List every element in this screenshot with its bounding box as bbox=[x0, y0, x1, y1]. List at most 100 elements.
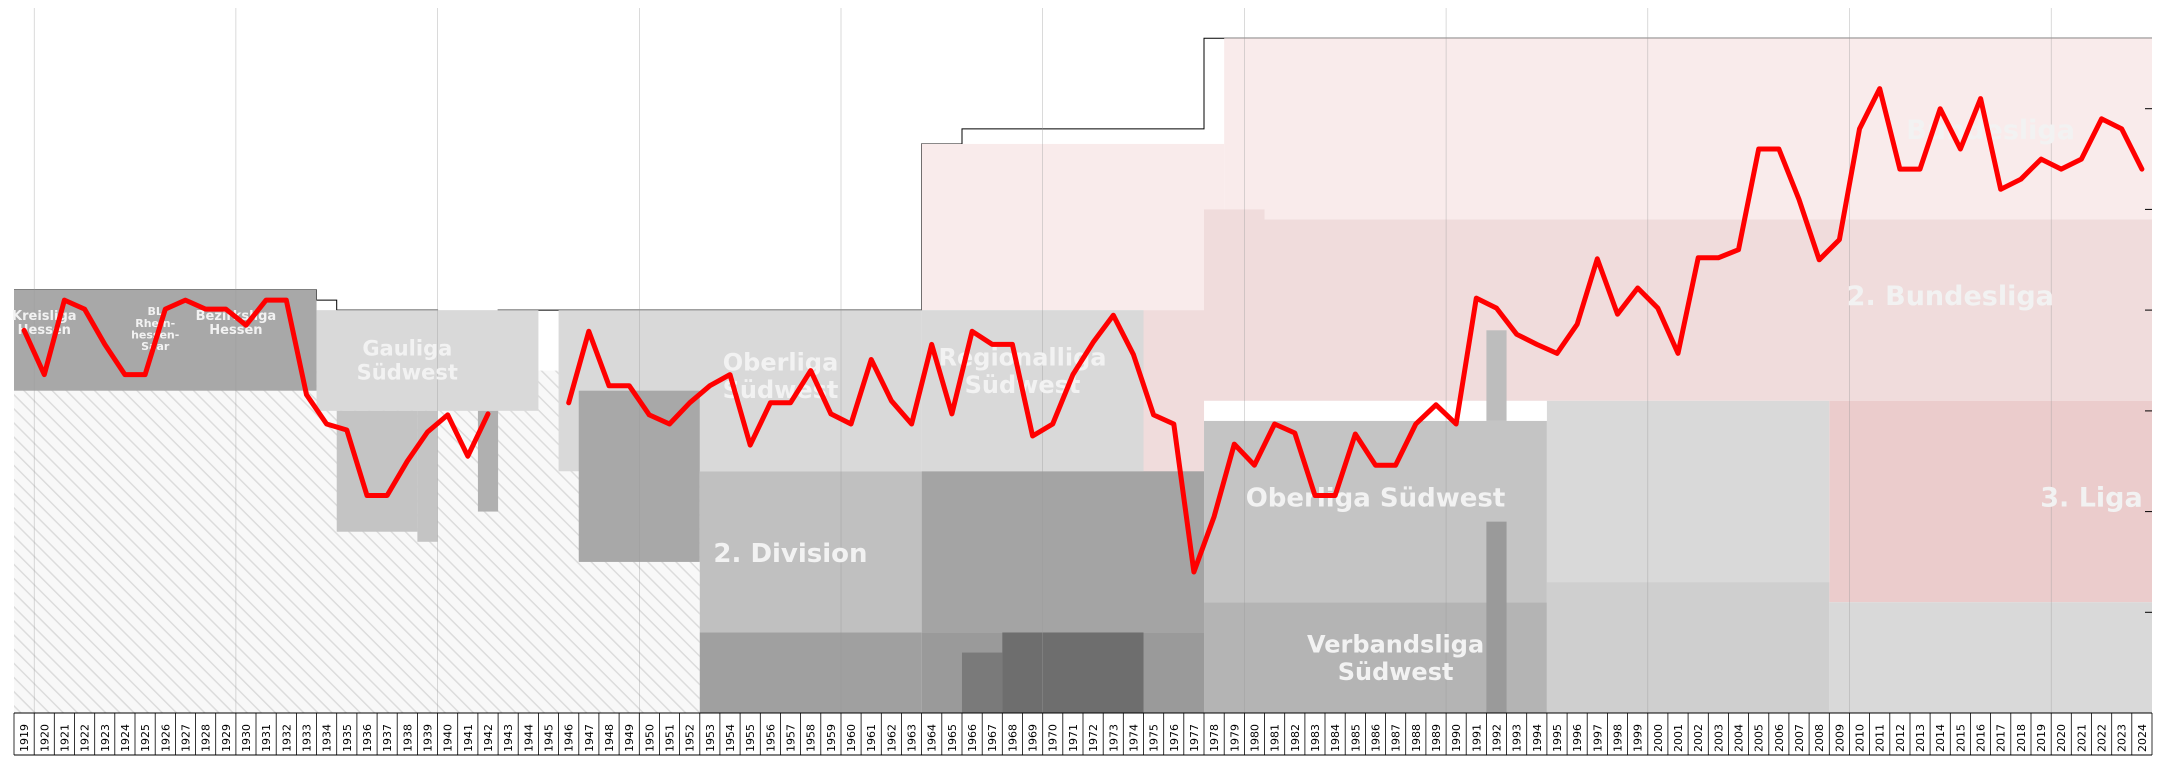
placement-point bbox=[426, 431, 429, 433]
x-tick-label: 2013 bbox=[1914, 724, 1927, 752]
x-tick-label: 2008 bbox=[1813, 724, 1826, 752]
placement-point bbox=[1717, 257, 1720, 259]
amateur-band-1953 bbox=[699, 632, 922, 713]
placement-point bbox=[1838, 238, 1841, 241]
placement-point bbox=[1051, 423, 1054, 425]
x-tick-label: 1989 bbox=[1430, 724, 1443, 752]
placement-point bbox=[567, 402, 570, 404]
placement-point bbox=[225, 308, 227, 310]
placement-line-layer bbox=[21, 86, 2145, 575]
x-tick-label: 2002 bbox=[1692, 724, 1705, 752]
x-tick-label: 1919 bbox=[18, 724, 31, 752]
x-tick-label: 1925 bbox=[139, 724, 152, 752]
x-tick-label: 2000 bbox=[1652, 724, 1665, 752]
x-tick-label: 1928 bbox=[200, 724, 213, 752]
x-tick-label: 1955 bbox=[744, 724, 757, 752]
x-axis: 1919 1920 1921 1922 1923 1924 1925 1926 1927 1928… bbox=[13, 712, 2153, 756]
x-tick-label: 2018 bbox=[2015, 724, 2028, 752]
x-tick-label: 1963 bbox=[906, 724, 919, 752]
placement-point bbox=[1536, 343, 1538, 346]
placement-point bbox=[124, 373, 126, 376]
x-tick-label: 1967 bbox=[986, 724, 999, 752]
placement-point bbox=[1132, 353, 1135, 356]
x-tick-label: 1995 bbox=[1551, 724, 1564, 752]
placement-point bbox=[164, 308, 167, 310]
placement-point bbox=[1959, 148, 1962, 150]
placement-point bbox=[628, 384, 630, 387]
placement-point bbox=[1112, 314, 1115, 317]
gauliga-lower-band-1942 bbox=[477, 410, 499, 512]
x-tick-label: 2024 bbox=[2136, 724, 2149, 752]
x-tick-label: 1983 bbox=[1309, 724, 1322, 752]
placement-point bbox=[104, 343, 106, 346]
x-tick-label: 1969 bbox=[1027, 724, 1040, 752]
fourth-tier-band bbox=[1829, 602, 2152, 713]
placement-point bbox=[446, 414, 449, 416]
x-tick-label: 1953 bbox=[704, 724, 717, 752]
placement-point bbox=[43, 373, 46, 376]
x-tick-label: 2010 bbox=[1854, 724, 1867, 752]
placement-point bbox=[2060, 168, 2062, 170]
placement-point bbox=[1435, 404, 1437, 406]
placement-point bbox=[1475, 297, 1478, 299]
oberliga-suedwest-1995-band bbox=[1546, 400, 1830, 583]
dark-band-1966 bbox=[961, 652, 1003, 713]
placement-point bbox=[1757, 148, 1760, 150]
placement-point bbox=[1273, 423, 1276, 425]
placement-point bbox=[1979, 97, 1982, 100]
x-tick-label: 1957 bbox=[785, 724, 798, 752]
placement-point bbox=[467, 455, 469, 458]
placement-point bbox=[809, 369, 812, 372]
x-tick-label: 1942 bbox=[482, 724, 495, 752]
x-tick-label: 2011 bbox=[1874, 724, 1887, 752]
placement-point bbox=[1798, 198, 1800, 201]
x-tick-label: 1927 bbox=[179, 724, 192, 752]
x-tick-label: 1949 bbox=[623, 724, 636, 752]
x-tick-label: 1926 bbox=[159, 724, 172, 752]
label-3-liga: 3. Liga bbox=[2040, 483, 2142, 514]
placement-point bbox=[1314, 494, 1316, 497]
2-division-band bbox=[699, 471, 922, 633]
placement-point bbox=[1334, 494, 1336, 497]
placement-point bbox=[1939, 107, 1941, 110]
x-tick-label: 1971 bbox=[1067, 724, 1080, 752]
placement-point bbox=[23, 329, 25, 332]
x-tick-label: 1987 bbox=[1390, 724, 1403, 752]
placement-point bbox=[688, 402, 691, 404]
label-2-bundesliga: 2. Bundesliga bbox=[1847, 281, 2054, 312]
placement-point bbox=[1999, 188, 2002, 191]
placement-point bbox=[386, 494, 388, 497]
x-tick-label: 1952 bbox=[684, 724, 697, 752]
label-kreisliga-hessen: Kreisliga Hessen bbox=[12, 309, 77, 338]
x-tick-label: 1964 bbox=[926, 724, 939, 752]
x-tick-label: 1982 bbox=[1289, 724, 1302, 752]
placement-point bbox=[648, 414, 651, 416]
x-tick-label: 1980 bbox=[1248, 724, 1261, 752]
grid-layer bbox=[33, 8, 2152, 713]
placement-point bbox=[1818, 259, 1820, 261]
placement-point bbox=[1858, 128, 1861, 130]
x-tick-label: 1938 bbox=[401, 724, 414, 752]
x-tick-label: 2012 bbox=[1894, 724, 1907, 752]
placement-point bbox=[1697, 257, 1699, 259]
placement-point bbox=[406, 460, 409, 463]
x-tick-label: 2017 bbox=[1995, 724, 2008, 752]
x-tick-label: 1924 bbox=[119, 724, 132, 752]
x-tick-label: 1986 bbox=[1370, 724, 1383, 752]
x-tick-label: 2020 bbox=[2055, 724, 2068, 752]
x-tick-label: 2007 bbox=[1793, 724, 1806, 752]
oberliga-spike-1992 bbox=[1486, 330, 1507, 421]
placement-point bbox=[1657, 307, 1659, 309]
x-tick-label: 1984 bbox=[1329, 724, 1342, 752]
x-tick-label: 1988 bbox=[1410, 724, 1423, 752]
placement-point bbox=[1576, 323, 1578, 326]
placement-point bbox=[588, 330, 590, 333]
placement-point bbox=[1495, 307, 1498, 309]
placement-point bbox=[1031, 435, 1034, 437]
x-tick-label: 2019 bbox=[2035, 724, 2048, 752]
label-oberliga-suedwest-1978: Oberliga Südwest bbox=[1246, 484, 1506, 514]
x-tick-label: 1993 bbox=[1511, 724, 1524, 752]
placement-point bbox=[668, 423, 671, 425]
